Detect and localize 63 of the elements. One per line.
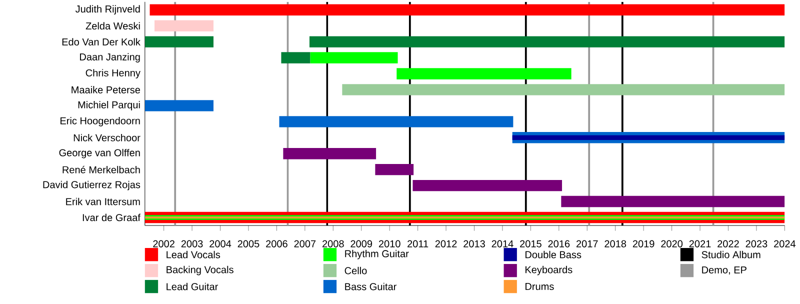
legend-label: Studio Album: [702, 250, 760, 258]
bar: [283, 148, 376, 159]
bar: [412, 180, 562, 191]
legend-label: Lead Vocals: [166, 250, 220, 258]
x-tick-label: 2008: [322, 240, 344, 248]
x-tick-label: 2002: [153, 240, 174, 248]
x-tick-label: 2005: [238, 240, 260, 248]
x-tick-label: 2013: [464, 240, 485, 248]
x-tick-label: 2014: [492, 240, 514, 248]
legend-label: Keyboards: [526, 266, 572, 276]
bar: [396, 68, 572, 80]
legend-label: Backing Vocals: [166, 266, 234, 276]
y-tick-label: Nick Verschoor: [74, 134, 140, 142]
bar: [279, 116, 514, 128]
legend-label: Demo, EP: [702, 266, 746, 274]
x-tick-label: 2015: [520, 240, 542, 248]
y-tick-label: Edo Van Der Kolk: [62, 38, 140, 46]
x-tick-label: 2007: [294, 240, 316, 248]
bar: [342, 84, 785, 96]
legend-label: Rhythm Guitar: [345, 250, 409, 260]
bar: [281, 52, 310, 64]
bar: [144, 100, 214, 112]
legend-label: Bass Guitar: [345, 282, 396, 290]
bar: [154, 20, 214, 32]
x-tick-label: 2004: [210, 240, 232, 248]
x-tick-label: 2023: [746, 240, 768, 248]
y-tick-label: Michiel Parqui: [78, 100, 140, 110]
y-tick-label: Ivar de Graaf: [82, 214, 140, 221]
x-tick-label: 2022: [718, 240, 739, 248]
y-tick-label: Judith Rijnveld: [75, 4, 140, 14]
legend-label: Drums: [526, 282, 554, 290]
x-tick-label: 2021: [689, 240, 711, 248]
y-tick-label: Chris Henny: [86, 68, 140, 78]
y-tick-label: George van Olffen: [59, 148, 140, 158]
x-tick-label: 2011: [408, 240, 428, 248]
bar: [309, 36, 785, 48]
bar: [150, 4, 785, 16]
legend-label: Lead Guitar: [166, 282, 218, 290]
bar: [561, 196, 785, 207]
x-tick-label: 2012: [435, 240, 457, 248]
x-tick-label: 2018: [604, 240, 626, 248]
x-tick-label: 2020: [661, 240, 683, 248]
x-tick-label: 2006: [266, 240, 288, 248]
legend-label: Cello: [344, 266, 367, 274]
bar: [310, 52, 398, 64]
y-tick-label: Zelda Weski: [86, 22, 140, 30]
legend-label: Double Bass: [526, 250, 582, 258]
y-tick-label: René Merkelbach: [62, 166, 140, 174]
x-tick-label: 2003: [181, 240, 203, 248]
x-tick-label: 2009: [350, 240, 372, 248]
x-tick-label: 2017: [576, 240, 598, 248]
y-tick-label: Daan Janzing: [80, 52, 140, 62]
y-tick-label: Eric Hoogendoorn: [60, 116, 140, 126]
bar: [512, 135, 785, 140]
x-tick-label: 2010: [378, 240, 400, 248]
y-tick-label: David Gutierrez Rojas: [43, 180, 140, 190]
bar: [144, 36, 214, 48]
x-tick-label: 2024: [774, 240, 796, 248]
y-tick-label: Maaike Peterse: [72, 86, 140, 94]
y-tick-label: Erik van Ittersum: [66, 198, 140, 205]
bar: [375, 164, 414, 175]
x-tick-label: 2016: [548, 240, 570, 248]
x-tick-label: 2019: [632, 240, 654, 248]
